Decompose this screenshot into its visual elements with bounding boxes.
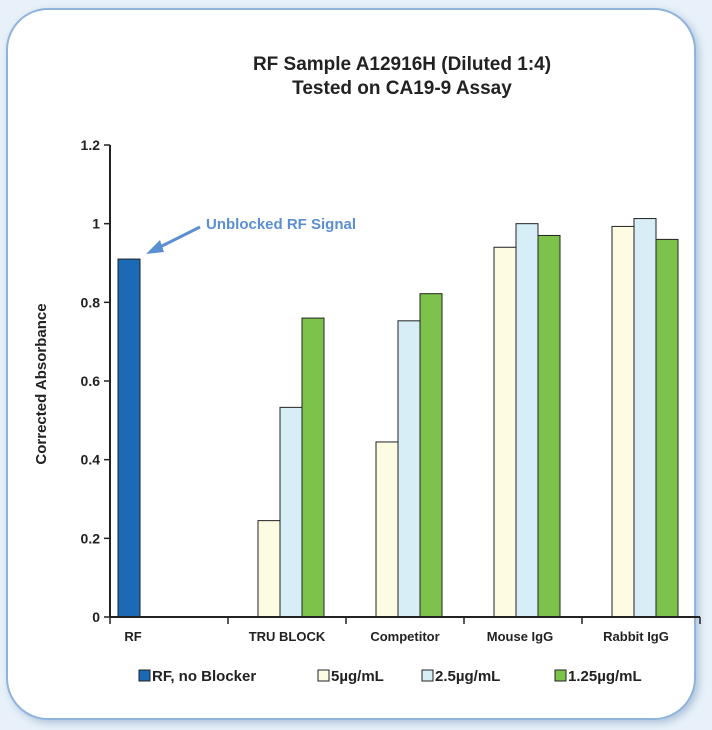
chart-title-line-2: Tested on CA19-9 Assay: [292, 78, 512, 99]
y-axis-label: Corrected Absorbance: [33, 303, 50, 464]
y-tick-label: 1: [92, 216, 100, 232]
y-tick-label: 0.2: [81, 530, 101, 546]
bar: [633, 218, 657, 618]
y-tick-label: 0.4: [81, 452, 101, 468]
y-tick-label: 0.6: [81, 373, 101, 389]
bar: [117, 258, 141, 618]
legend-label: RF, no Blocker: [152, 668, 256, 685]
bar: [655, 238, 679, 618]
bar: [419, 293, 443, 618]
bar: [493, 246, 517, 618]
annotation-arrow-line: [157, 225, 201, 250]
axes: [109, 145, 701, 624]
legend-swatch: [421, 669, 434, 682]
bar: [375, 441, 399, 618]
category-labels: RF TRU BLOCK Competitor Mouse IgG Rabbit IgG: [124, 629, 669, 644]
bar: [301, 317, 325, 618]
y-tick-label: 0.8: [81, 294, 101, 310]
category-label: RF: [124, 629, 141, 644]
category-label: TRU BLOCK: [249, 629, 326, 644]
category-label: Mouse IgG: [487, 629, 553, 644]
legend-swatch: [554, 669, 567, 682]
legend-label: 5µg/mL: [331, 668, 384, 685]
bar: [515, 223, 539, 618]
bar: [537, 234, 561, 618]
annotation-text: Unblocked RF Signal: [206, 216, 356, 233]
legend-label: 2.5µg/mL: [435, 668, 500, 685]
category-label: Competitor: [370, 629, 439, 644]
y-tick-label: 1.2: [81, 137, 101, 153]
chart-title-line-1: RF Sample A12916H (Diluted 1:4): [253, 54, 551, 75]
y-tick-label: 0: [92, 609, 100, 625]
bar: [397, 320, 421, 618]
annotation: Unblocked RF Signal: [146, 216, 356, 254]
bar: [279, 406, 303, 618]
legend-label: 1.25µg/mL: [568, 668, 642, 685]
legend: RF, no Blocker 5µg/mL 2.5µg/mL 1.25µg/mL: [138, 668, 642, 685]
annotation-arrow-head: [146, 240, 164, 254]
bar: [257, 520, 281, 618]
bar: [611, 225, 635, 618]
category-label: Rabbit IgG: [603, 629, 669, 644]
y-axis-ticks: 0 0.2 0.4 0.6 0.8 1 1.2: [81, 137, 110, 625]
legend-swatch: [138, 669, 151, 682]
legend-swatch: [317, 669, 330, 682]
bars: [117, 218, 679, 618]
